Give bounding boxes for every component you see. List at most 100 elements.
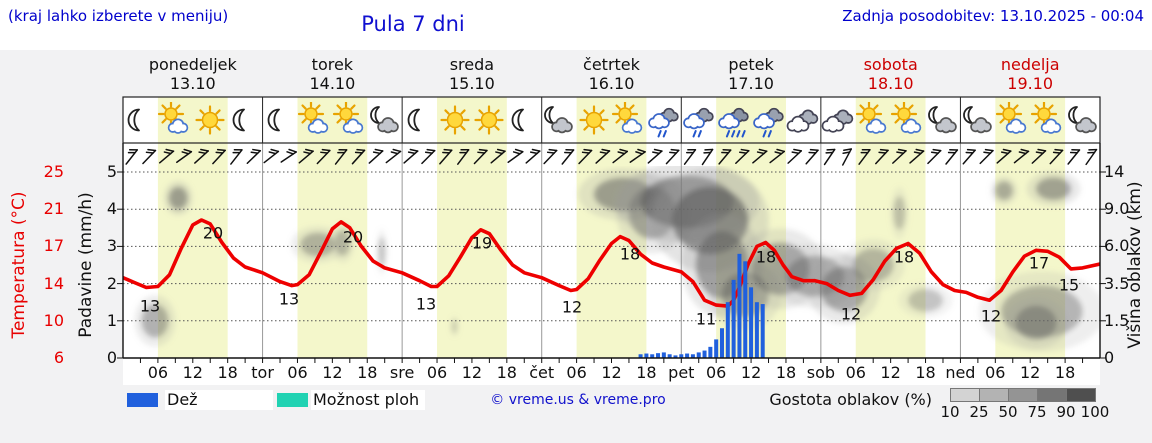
day-name: sobota	[863, 55, 918, 74]
wind-barb	[316, 148, 331, 165]
cloud-scale-label: 50	[998, 403, 1018, 421]
cloud-density-scale	[950, 388, 1096, 402]
day-column: četrtek 16.10	[542, 55, 682, 93]
x-tick-label: 06	[706, 363, 727, 382]
temp-curve-label: 20	[342, 227, 364, 247]
x-tick-label: čet	[529, 363, 555, 382]
cloud-tick-label: 9.0	[1104, 199, 1130, 219]
wind-barb	[962, 148, 976, 165]
temp-tick-label: 6	[53, 348, 64, 367]
wind-barb	[246, 148, 262, 165]
weather-icon-sun	[192, 102, 228, 138]
weather-icon-moon-cloud	[1065, 102, 1101, 138]
wind-barb	[368, 148, 384, 164]
location-menu-hint: (kraj lahko izberete v meniju)	[8, 7, 229, 25]
temp-tick-label: 14	[43, 273, 64, 293]
x-tick-label: tor	[251, 363, 274, 382]
weather-icon-sun-cloud	[157, 100, 193, 138]
x-tick-label: 18	[357, 363, 378, 382]
wind-barb	[280, 148, 297, 163]
precip-tick-label: 0	[106, 348, 117, 367]
weather-icon-moon-cloud	[925, 102, 961, 138]
x-tick-label: 12	[461, 363, 483, 382]
cloud-scale-segment	[980, 389, 1009, 401]
cloud-scale-segment	[951, 389, 980, 401]
wind-barb	[979, 148, 994, 165]
x-tick-label: 12	[182, 363, 203, 382]
precip-axis-title: Padavine (mm/h)	[76, 192, 96, 338]
wind-barb	[735, 148, 750, 165]
day-date: 19.10	[1007, 74, 1054, 93]
wind-barb	[385, 148, 402, 164]
wind-barb	[125, 149, 138, 165]
wind-barb	[701, 148, 714, 166]
temp-curve-label: 20	[202, 223, 224, 243]
weather-icon-moon-cloud	[541, 102, 577, 138]
temp-curve-label: 11	[695, 309, 717, 329]
wind-barb	[612, 148, 629, 164]
temp-tick-label: 17	[43, 236, 64, 256]
wind-barb	[823, 148, 836, 166]
day-date: 16.10	[588, 74, 635, 93]
temp-curve-label: 13	[278, 289, 300, 309]
x-tick-label: 06	[426, 363, 448, 382]
x-tick-label: 12	[601, 363, 622, 382]
wind-barb	[909, 148, 925, 164]
x-tick-label: 18	[636, 363, 657, 382]
weather-icon-sun	[437, 102, 473, 138]
temp-tick-label: 25	[43, 162, 64, 181]
weather-icon-rain	[751, 102, 787, 138]
temp-curve-label: 13	[139, 296, 161, 316]
wind-barb	[194, 148, 209, 164]
wind-barb	[142, 148, 157, 165]
temp-curve-label: 13	[415, 294, 437, 314]
x-tick-label: 12	[880, 363, 901, 382]
weather-icon-sun-cloud	[611, 100, 647, 138]
wind-barb	[875, 148, 889, 165]
day-name: sreda	[449, 55, 495, 74]
wind-barb	[578, 148, 593, 165]
wind-barb	[927, 148, 942, 165]
wind-barb	[647, 148, 663, 164]
day-column: petek 17.10	[681, 55, 821, 93]
header-strip	[0, 0, 1152, 50]
cloud-scale-segment	[1067, 389, 1095, 401]
cloud-tick-label: 1.5	[1104, 310, 1130, 330]
weather-icon-moon	[227, 102, 263, 138]
cloud-scale-segment	[1038, 389, 1067, 401]
weather-icon-sun	[471, 102, 507, 138]
wind-barb	[525, 148, 541, 164]
weather-icon-moon	[402, 102, 438, 138]
x-tick-label: 06	[566, 363, 587, 382]
wind-barb	[473, 148, 488, 165]
wind-barb	[230, 149, 243, 165]
temp-curve-label: 17	[1028, 253, 1050, 273]
wind-barb	[1049, 148, 1064, 165]
cloud-tick-label: 6.0	[1104, 236, 1130, 256]
x-tick-label: sob	[806, 363, 836, 382]
day-column: ponedeljek 13.10	[123, 55, 263, 93]
wind-barb	[176, 148, 193, 164]
temp-curve-label: 12	[840, 304, 862, 324]
copyright-link[interactable]: © vreme.us & vreme.pro	[490, 392, 666, 408]
wind-barb	[945, 148, 959, 165]
x-tick-label: 18	[1054, 363, 1076, 382]
wind-barb	[996, 148, 1012, 164]
x-tick-label: 18	[915, 363, 936, 382]
weather-icon-rain	[681, 102, 717, 138]
temp-curve-label: 18	[755, 247, 777, 267]
wind-barb	[421, 148, 436, 165]
wind-barb	[490, 148, 506, 164]
x-tick-label: pet	[668, 363, 695, 382]
wind-barb	[805, 148, 819, 165]
cloud-density-label: Gostota oblakov (%)	[769, 390, 932, 409]
wind-barb	[1031, 148, 1047, 164]
wind-barb	[1085, 148, 1098, 166]
temp-curve-label: 18	[893, 247, 915, 267]
precip-tick-label: 4	[106, 199, 117, 219]
weather-icon-sun-cloud	[890, 100, 926, 138]
weather-icon-moon	[262, 102, 298, 138]
cloud-scale-label: 90	[1056, 403, 1076, 421]
weather-icon-moon	[122, 102, 158, 138]
